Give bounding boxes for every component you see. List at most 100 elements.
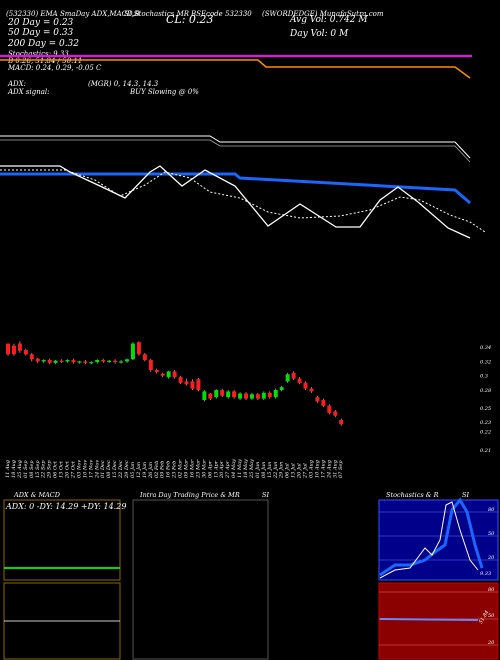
date-tick-label: 12 Jan: [136, 462, 142, 478]
rsi-panel: [378, 582, 499, 660]
candle-body: [327, 405, 332, 413]
adx-label: ADX:: [8, 80, 27, 88]
candle-body: [208, 393, 213, 399]
candle-body: [220, 390, 225, 396]
date-tick-label: 31 Aug: [332, 460, 338, 478]
candle-body: [101, 360, 106, 362]
rsi-blue-line: [379, 618, 479, 621]
candle-body: [77, 361, 82, 363]
candle-body: [255, 394, 260, 399]
date-tick-label: 17 Nov: [88, 460, 94, 478]
candle-body: [113, 360, 118, 363]
date-tick-label: 13 Apr: [213, 460, 219, 478]
dotted-line: [0, 169, 486, 233]
date-tick-label: 06 Apr: [207, 460, 213, 478]
candle-body: [315, 397, 320, 402]
date-tick-label: 01 Jun: [255, 462, 261, 478]
date-tick-label: 11 May: [237, 459, 243, 478]
day-volume: Day Vol: 0 M: [290, 29, 349, 39]
date-tick-label: 01 Sep: [23, 460, 29, 478]
candle-body: [232, 391, 237, 398]
stoch-axis-50: 50: [488, 531, 495, 537]
candle-body: [29, 354, 34, 360]
candle-body: [17, 343, 22, 351]
candle-body: [125, 359, 129, 362]
date-tick-label: 30 Mar: [201, 459, 207, 478]
candle-body: [6, 343, 10, 355]
date-tick-label: 11 Aug: [5, 460, 11, 478]
date-tick-label: 24 Aug: [326, 460, 332, 479]
candle-body: [119, 361, 124, 363]
candle-body: [11, 345, 16, 355]
candle-body: [172, 371, 177, 378]
date-tick-label: 13 Jul: [291, 463, 297, 478]
candle-body: [184, 381, 189, 385]
upper-band-line: [0, 135, 471, 159]
bottom-panels: [3, 497, 499, 660]
candle-body: [95, 360, 100, 363]
date-tick-label: 06 Jul: [285, 463, 291, 478]
candle-body: [244, 393, 248, 399]
stoch-panel: [378, 499, 499, 581]
candle-body: [226, 391, 231, 398]
date-tick-label: 25 May: [249, 459, 255, 479]
date-tick-label: 23 Feb: [172, 461, 178, 479]
date-tick-label: 02 Mar: [178, 459, 184, 478]
date-tick-label: 22 Dec: [118, 460, 124, 479]
candle-body: [202, 391, 207, 400]
candle-body: [267, 392, 272, 398]
date-tick-label: 09 Mar: [184, 459, 190, 478]
bb-label: B 0.26, 51.84 / 50.11: [8, 57, 83, 65]
candle-body: [309, 388, 314, 392]
candle-body: [196, 379, 201, 390]
candle-body: [178, 377, 183, 383]
date-tick-label: 20 Oct: [65, 460, 71, 479]
date-tick-label: 20 Apr: [219, 460, 225, 479]
adx-values-box: ADX: 0 -DY: 14.29 +DY: 14.29: [6, 502, 127, 511]
candle-body: [136, 342, 141, 355]
candle-body: [291, 372, 296, 379]
date-tick-label: 29 Sep: [47, 460, 53, 479]
candle-body: [154, 370, 159, 373]
date-tick-label: 19 Jan: [142, 462, 148, 478]
adx-panel-title: ADX & MACD: [14, 491, 60, 499]
candle-body: [89, 362, 94, 364]
stoch-axis-80: 80: [488, 507, 495, 513]
header-line1d: (SWORDEDGE) MunafaSutra.com: [262, 10, 384, 18]
candle-body: [238, 393, 243, 399]
blue-ema-line: [0, 172, 471, 205]
candle-body: [41, 360, 46, 362]
date-tick-label: 26 Jan: [148, 462, 154, 479]
date-tick-label: 29 Dec: [124, 460, 130, 479]
candle-body: [107, 360, 112, 362]
candle-body: [249, 394, 254, 399]
candle-body: [47, 360, 52, 363]
date-tick-label: 07 Sep: [338, 460, 344, 478]
ma50-label: 50 Day = 0.33: [8, 28, 74, 38]
adx-values: (MGR) 0, 14.3, 14.3: [88, 80, 159, 88]
date-tick-label: 20 Jul: [297, 463, 303, 479]
date-tick-label: 08 Dec: [106, 460, 112, 478]
date-tick-label: 08 Jun: [261, 462, 267, 478]
date-tick-label: 10 Nov: [82, 460, 88, 478]
date-tick-label: 13 Oct: [59, 460, 65, 478]
si-label-2: SI: [462, 491, 470, 499]
date-tick-label: 23 Mar: [195, 459, 201, 479]
si-label: SI: [262, 491, 270, 499]
candle-body: [214, 390, 219, 398]
date-tick-label: 03 Nov: [76, 460, 82, 478]
candles-group: [6, 341, 344, 426]
candle-body: [273, 390, 278, 398]
candle-body: [190, 381, 195, 389]
date-tick-label: 27 Oct: [70, 460, 76, 479]
date-tick-label: 27 Jul: [303, 463, 309, 479]
date-tick-label: 18 Aug: [11, 460, 17, 478]
stoch-panel-title: Stochastics & R: [386, 491, 439, 499]
date-tick-label: 10 Aug: [314, 460, 320, 478]
ma20-label: 20 Day = 0.23: [8, 18, 74, 28]
close-price: CL: 0.23: [166, 13, 214, 26]
candle-body: [130, 343, 135, 360]
candle-body: [303, 382, 308, 389]
candle-body: [261, 392, 266, 399]
date-tick-label: 22 Sep: [41, 460, 47, 479]
